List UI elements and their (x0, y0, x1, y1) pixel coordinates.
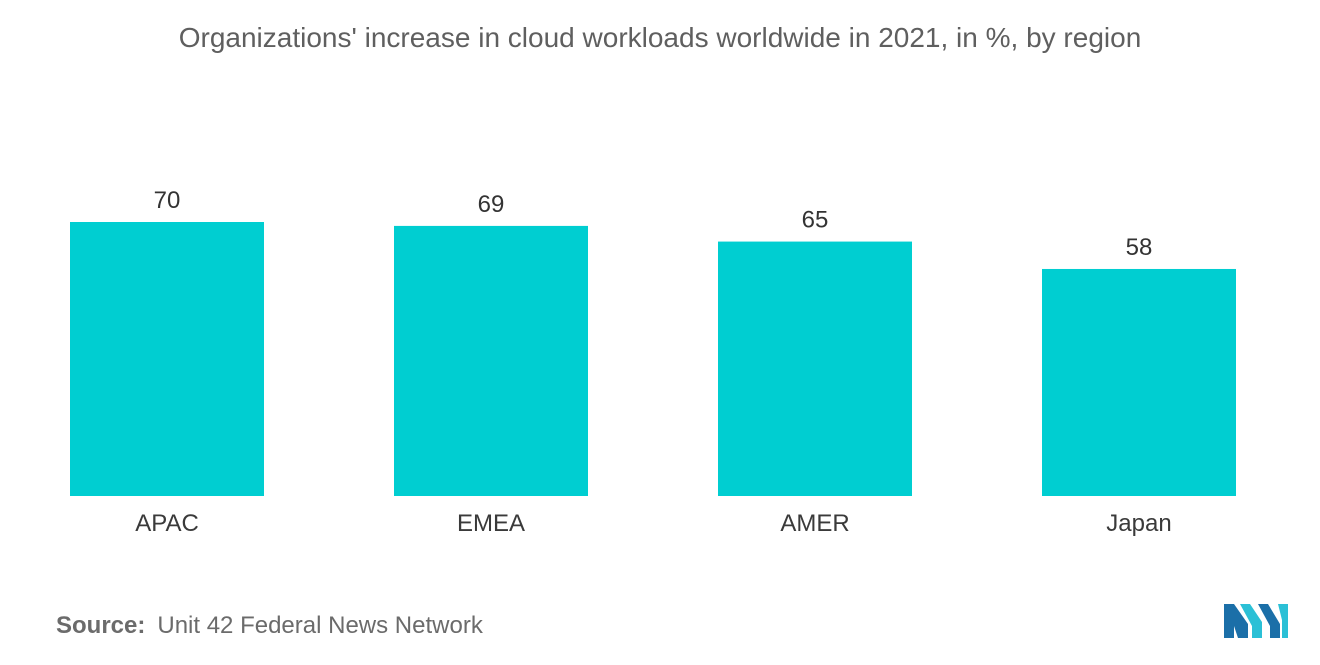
category-label-apac: APAC (135, 510, 199, 537)
category-label-amer: AMER (780, 510, 849, 537)
data-label-emea: 69 (478, 191, 505, 218)
category-label-emea: EMEA (457, 510, 525, 537)
category-label-japan: Japan (1106, 510, 1171, 537)
category-labels-group: APAC EMEA AMER Japan (135, 510, 1171, 537)
mordor-intelligence-logo-icon (1224, 604, 1288, 638)
source-note: Source: Unit 42 Federal News Network (56, 612, 483, 640)
bars-group (70, 222, 1236, 496)
bar-chart: 70 69 65 58 APAC EMEA AMER Japan (70, 187, 1236, 537)
data-label-amer: 65 (802, 207, 829, 234)
bar-amer (718, 241, 912, 496)
data-label-apac: 70 (154, 187, 181, 214)
data-labels-group: 70 69 65 58 (154, 187, 1153, 261)
source-text: Unit 42 Federal News Network (157, 612, 483, 639)
source-label: Source: (56, 612, 146, 639)
bar-emea (394, 225, 588, 496)
chart-title: Organizations' increase in cloud workloa… (178, 22, 1142, 53)
bar-apac (70, 222, 264, 496)
bar-japan (1042, 268, 1236, 496)
data-label-japan: 58 (1126, 234, 1153, 261)
